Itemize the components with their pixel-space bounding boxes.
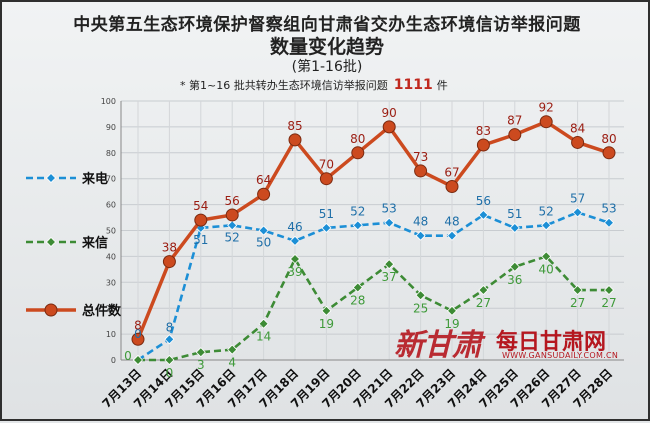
series-point-2: [195, 214, 207, 226]
series-point-0: [510, 223, 519, 232]
y-axis: 0 10 20 30 40 50 60 70 80 90 100: [101, 97, 121, 365]
legend-label: 来电: [81, 171, 108, 187]
data-label: 36: [507, 273, 522, 287]
series-point-0: [322, 223, 331, 232]
data-label: 87: [507, 114, 522, 128]
data-label: 53: [601, 202, 616, 216]
y-tick-label: 90: [106, 123, 116, 132]
data-label: 25: [413, 301, 428, 315]
series-point-0: [448, 231, 457, 240]
data-label: 73: [413, 150, 428, 164]
y-tick-label: 50: [106, 227, 116, 236]
data-label: 27: [601, 296, 616, 310]
series-point-2: [289, 134, 301, 146]
data-label: 46: [287, 220, 302, 234]
data-label: 3: [197, 358, 205, 372]
y-tick-label: 40: [106, 252, 116, 261]
series-point-2: [226, 209, 238, 221]
series-point-0: [353, 221, 362, 230]
series-point-1: [165, 356, 174, 365]
series-point-2: [540, 116, 552, 128]
y-tick-label: 10: [106, 330, 116, 339]
series-point-1: [259, 319, 268, 328]
data-label: 27: [476, 296, 491, 310]
series-point-1: [196, 348, 205, 357]
series-point-2: [572, 136, 584, 148]
data-label: 56: [476, 194, 491, 208]
data-label: 85: [287, 119, 302, 133]
data-label: 53: [382, 202, 397, 216]
data-label: 57: [570, 191, 585, 205]
data-label: 92: [539, 101, 554, 115]
data-label: 56: [225, 194, 240, 208]
data-label: 51: [319, 207, 334, 221]
data-label: 52: [350, 204, 365, 218]
data-label: 8: [134, 318, 142, 332]
series-point-0: [542, 221, 551, 230]
legend-swatch-marker: [47, 174, 56, 183]
series-point-0: [573, 208, 582, 217]
data-label: 39: [287, 265, 302, 279]
y-tick-label: 0: [111, 356, 116, 365]
data-label: 54: [193, 199, 208, 213]
series-point-2: [446, 180, 458, 192]
y-tick-label: 100: [101, 97, 116, 106]
watermark-url: WWW.GANSUDAILY.COM.CN: [502, 351, 618, 360]
data-label: 51: [193, 233, 208, 247]
series-point-2: [603, 147, 615, 159]
data-label: 67: [444, 165, 459, 179]
data-label: 14: [256, 330, 271, 344]
series-point-2: [477, 139, 489, 151]
y-tick-label: 60: [106, 201, 116, 210]
data-label: 28: [350, 293, 365, 307]
series-point-2: [320, 173, 332, 185]
data-label: 48: [444, 215, 459, 229]
series-point-2: [509, 129, 521, 141]
xin-gansu-logo-text: 新甘肃: [394, 320, 481, 364]
y-tick-label: 30: [106, 278, 116, 287]
data-label: 80: [350, 132, 365, 146]
legend-label: 总件数: [82, 303, 122, 319]
legend-swatch-marker: [45, 304, 57, 316]
data-label: 52: [539, 204, 554, 218]
series-point-2: [383, 121, 395, 133]
infographic-frame: 中央第五生态环境保护督察组向甘肃省交办生态环境信访举报问题 数量变化趋势 (第1…: [0, 0, 650, 421]
data-label: 52: [225, 230, 240, 244]
data-label: 70: [319, 158, 334, 172]
data-label: 90: [382, 106, 397, 120]
data-label: 38: [162, 241, 177, 255]
data-label: 48: [413, 215, 428, 229]
data-label: 8: [166, 320, 174, 334]
legend-label: 来信: [81, 235, 108, 251]
series-point-1: [605, 286, 614, 295]
data-label: 4: [228, 356, 236, 370]
data-label: 80: [601, 132, 616, 146]
data-label: 0: [124, 349, 132, 363]
data-label: 84: [570, 121, 585, 135]
legend-swatch-marker: [47, 238, 56, 247]
series-point-0: [228, 221, 237, 230]
data-label: 83: [476, 124, 491, 138]
series-point-0: [291, 236, 300, 245]
series-point-0: [259, 226, 268, 235]
series-point-0: [385, 218, 394, 227]
data-label: 40: [539, 262, 554, 276]
data-label: 37: [382, 270, 397, 284]
data-label: 51: [507, 207, 522, 221]
x-axis: 7月13日7月14日7月15日7月16日7月17日7月18日7月19日7月20日…: [100, 360, 624, 411]
data-label: 27: [570, 296, 585, 310]
data-label: 64: [256, 173, 271, 187]
series-point-0: [416, 231, 425, 240]
series-point-2: [415, 165, 427, 177]
data-label: 19: [319, 317, 334, 331]
series-point-2: [352, 147, 364, 159]
data-label: 50: [256, 236, 271, 250]
series-point-2: [258, 188, 270, 200]
data-label: 0: [166, 366, 174, 380]
series-point-0: [605, 218, 614, 227]
y-tick-label: 80: [106, 149, 116, 158]
series-point-2: [163, 256, 175, 268]
